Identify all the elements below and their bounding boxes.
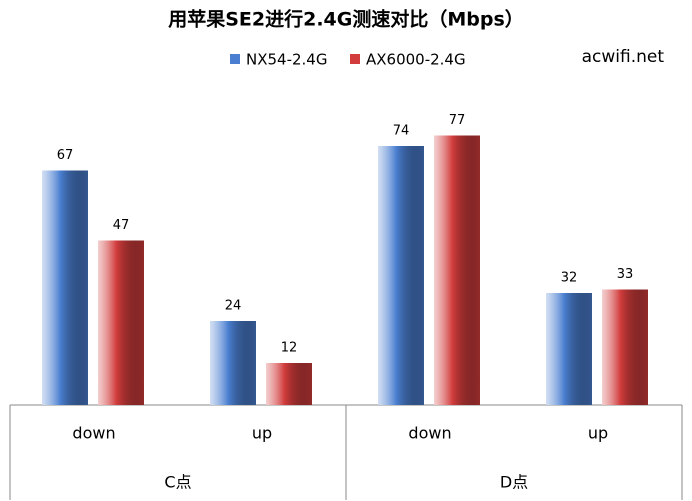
- legend-swatch: [230, 54, 240, 64]
- x-tick-label: up: [588, 424, 608, 443]
- data-label: 33: [617, 267, 634, 282]
- data-label: 67: [57, 148, 74, 163]
- data-label: 47: [113, 218, 130, 233]
- legend-label: NX54-2.4G: [246, 51, 327, 69]
- legend-swatch: [350, 54, 360, 64]
- data-label: 77: [449, 113, 466, 128]
- bar: [602, 289, 648, 405]
- bar: [378, 146, 424, 405]
- group-label: C点: [164, 473, 191, 492]
- bar: [266, 363, 312, 405]
- bar: [434, 135, 480, 405]
- x-tick-label: down: [72, 424, 115, 443]
- x-tick-label: up: [252, 424, 272, 443]
- data-label: 32: [561, 271, 578, 286]
- bar: [98, 240, 144, 405]
- bar: [210, 321, 256, 405]
- group-label: D点: [500, 473, 528, 492]
- legend-label: AX6000-2.4G: [366, 51, 466, 69]
- bar: [42, 170, 88, 405]
- x-tick-label: down: [408, 424, 451, 443]
- data-label: 74: [393, 124, 410, 139]
- data-label: 24: [225, 299, 242, 314]
- chart-title: 用苹果SE2进行2.4G测速对比（Mbps）: [168, 8, 524, 31]
- data-label: 12: [281, 341, 298, 356]
- bar: [546, 293, 592, 405]
- watermark: acwifi.net: [582, 47, 665, 67]
